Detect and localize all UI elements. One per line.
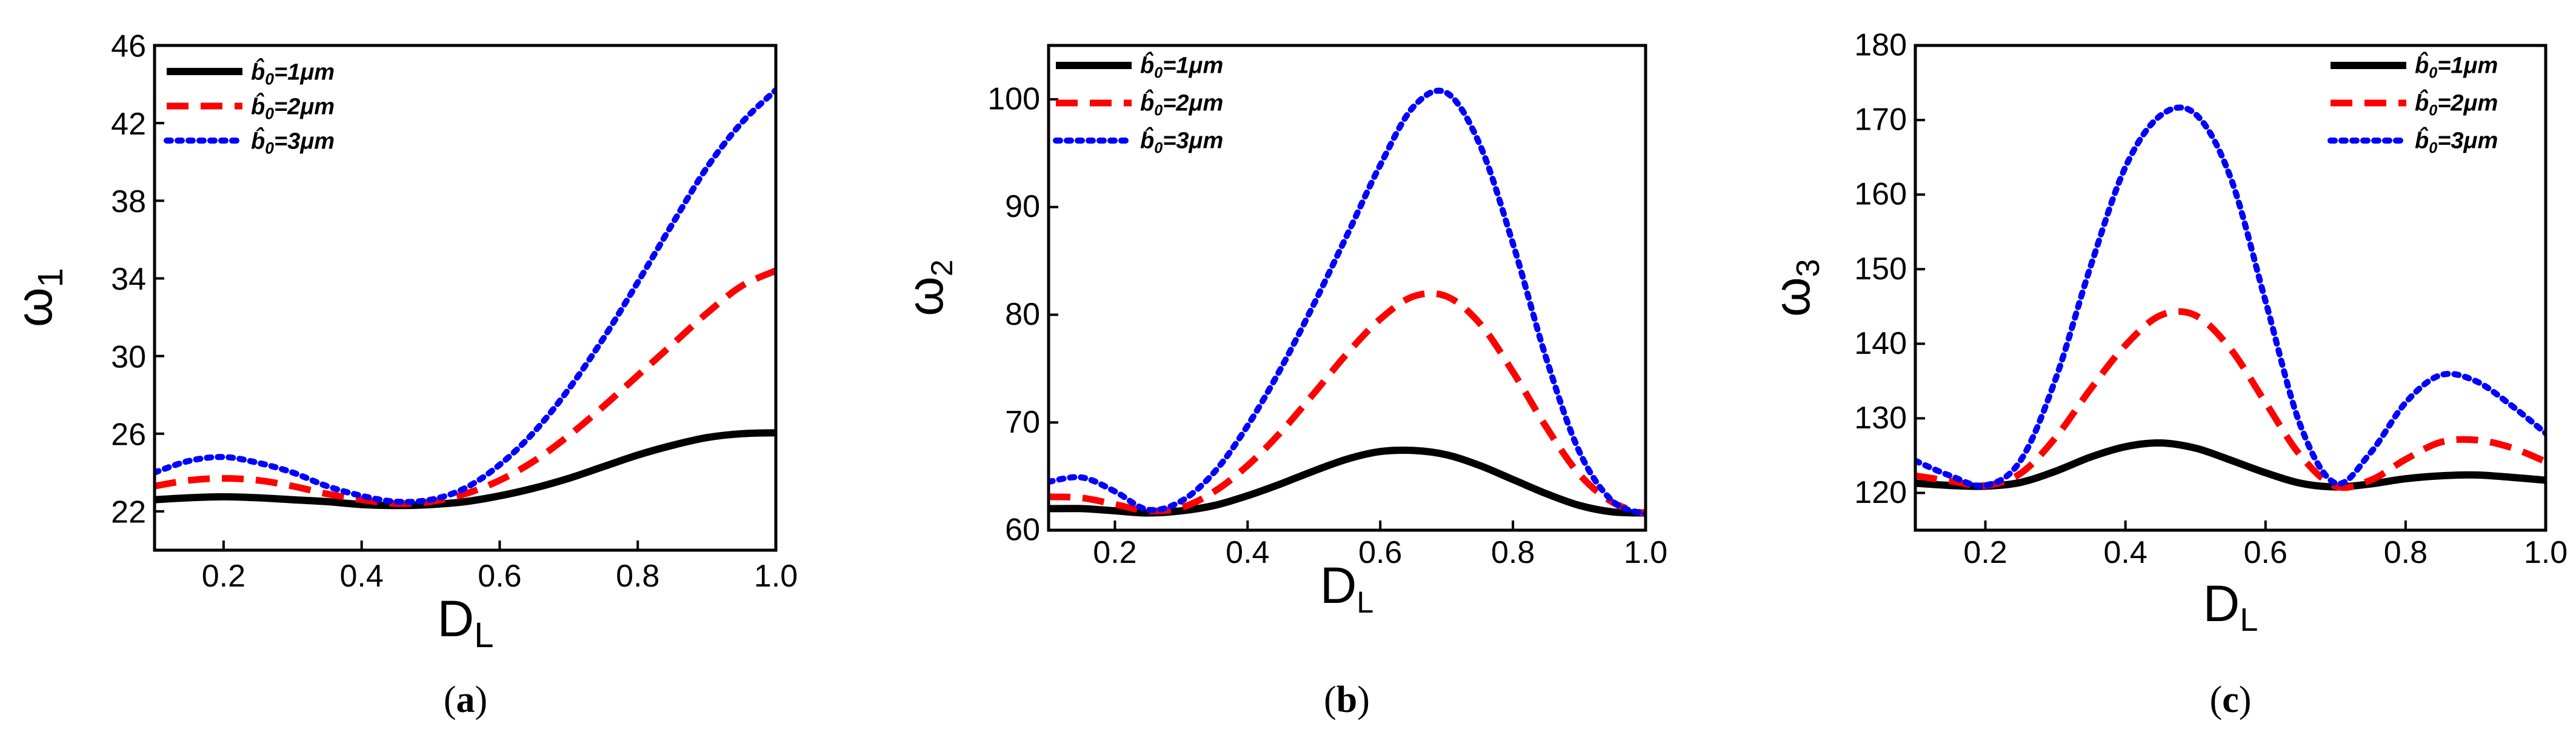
y-axis-title: ω2 (896, 259, 959, 316)
caption-c: (c) (2210, 679, 2252, 720)
x-tick-label: 0.8 (1491, 535, 1535, 570)
legend-label-1: b̂0=1μm (1140, 51, 1223, 82)
y-tick-label: 26 (111, 417, 146, 452)
series-line-3 (155, 87, 776, 505)
y-tick-label: 34 (111, 262, 146, 297)
x-tick-label: 1.0 (2524, 535, 2568, 570)
x-axis-title: DL (438, 590, 494, 655)
y-axis-title: ω1 (5, 268, 70, 327)
x-tick-label: 0.6 (478, 559, 521, 594)
legend-label-2: b̂0=2μm (251, 92, 335, 123)
plot-frame (153, 44, 778, 552)
series-line-1 (1049, 447, 1646, 517)
y-tick-label: 170 (1854, 102, 1907, 138)
series-line-2 (1049, 290, 1646, 517)
series-line-3 (1915, 104, 2546, 489)
legend-label-3: b̂0=3μm (2415, 126, 2498, 157)
legend-label-2: b̂0=2μm (1140, 88, 1223, 119)
legend-label-2: b̂0=2μm (2415, 88, 2498, 119)
x-tick-label: 0.2 (202, 559, 245, 594)
y-axis-title: ω3 (1763, 259, 1826, 317)
x-axis-title: DL (1320, 557, 1373, 619)
y-tick-label: 90 (1005, 189, 1040, 224)
y-tick-label: 130 (1854, 401, 1907, 436)
y-tick-label: 150 (1854, 251, 1907, 287)
x-tick-label: 0.4 (1226, 535, 1269, 570)
y-tick-label: 38 (111, 184, 146, 219)
y-tick-label: 22 (111, 495, 146, 530)
caption-b: (b) (1324, 679, 1370, 720)
x-tick-label: 0.4 (2104, 535, 2147, 570)
y-tick-label: 42 (111, 107, 146, 142)
series-line-2 (1915, 308, 2546, 491)
legend-label-3: b̂0=3μm (1140, 126, 1223, 157)
y-tick-label: 60 (1005, 513, 1040, 548)
y-tick-label: 160 (1854, 177, 1907, 212)
legend-label-1: b̂0=1μm (2415, 51, 2498, 82)
series-line-2 (155, 267, 776, 507)
legend-label-3: b̂0=3μm (251, 127, 335, 158)
x-tick-label: 0.4 (340, 559, 384, 594)
legend-label-1: b̂0=1μm (251, 58, 335, 88)
chart-panel-b: 0.2 0.4 0.6 0.8 1.0 60 70 80 90 100 b̂0=1μm b̂0=2μ… (896, 44, 1667, 720)
x-tick-label: 0.8 (616, 559, 659, 594)
chart-panel-c: 0.2 0.4 0.6 0.8 1.0 120 130 140 150 160 170 180 b̂0… (1763, 28, 2568, 720)
series-line-3 (1049, 87, 1646, 517)
series-line-1 (1915, 439, 2546, 491)
x-tick-label: 0.2 (1093, 535, 1136, 570)
y-tick-label: 70 (1005, 405, 1040, 440)
chart-panel-a: 0.2 0.4 0.6 0.8 1.0 22 26 30 34 38 42 46 b̂0=1μm b̂0… (5, 29, 798, 720)
x-tick-label: 1.0 (754, 559, 798, 594)
x-axis-title: DL (2203, 575, 2258, 638)
x-tick-label: 1.0 (1624, 535, 1667, 570)
y-tick-label: 120 (1854, 475, 1907, 510)
y-tick-label: 140 (1854, 326, 1907, 361)
y-tick-label: 46 (111, 29, 146, 64)
series-line-1 (155, 429, 776, 510)
plot-frame (1914, 44, 2548, 532)
plot-frame (1047, 44, 1647, 532)
x-tick-label: 0.8 (2384, 535, 2428, 570)
y-tick-label: 30 (111, 339, 146, 374)
x-tick-label: 0.6 (2244, 535, 2287, 570)
y-tick-label: 80 (1005, 297, 1040, 332)
caption-a: (a) (444, 679, 487, 720)
x-tick-label: 0.2 (1963, 535, 2007, 570)
x-tick-label: 0.6 (1358, 535, 1402, 570)
y-tick-label: 100 (987, 81, 1040, 116)
y-tick-label: 180 (1854, 28, 1907, 63)
